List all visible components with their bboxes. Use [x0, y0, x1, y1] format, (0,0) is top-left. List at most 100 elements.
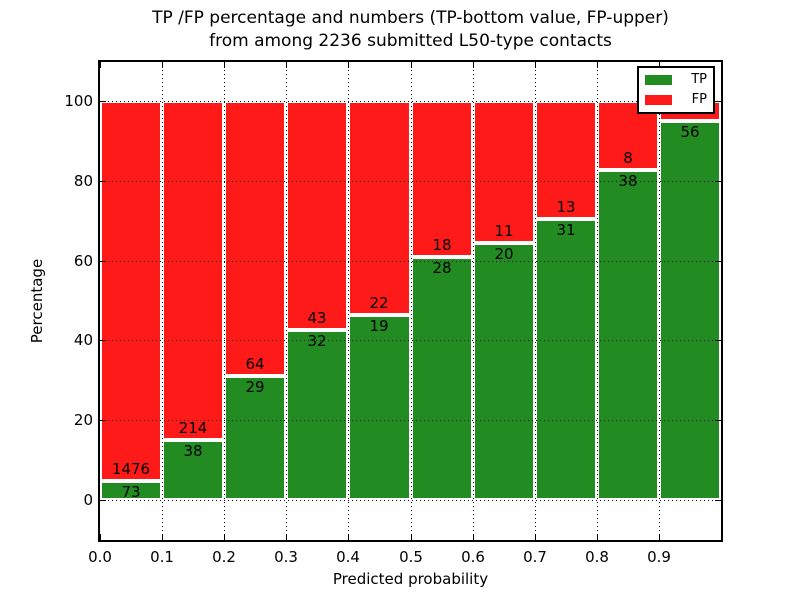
- x-tick-mark: [100, 534, 101, 540]
- legend: TP FP: [637, 66, 715, 114]
- bar-segment-fp: [348, 101, 411, 315]
- x-tick-mark: [473, 62, 474, 68]
- y-tick-label: 60: [73, 252, 93, 270]
- x-tick-mark: [597, 534, 598, 540]
- y-tick-label: 100: [64, 92, 93, 110]
- bar-segment-tp: [162, 440, 224, 500]
- tp-count-label: 73: [121, 483, 141, 501]
- bar-segment-tp: [348, 315, 411, 500]
- x-tick-label: 0.4: [336, 548, 360, 566]
- fp-count-label: 8: [623, 149, 633, 167]
- x-tick-label: 0.7: [523, 548, 547, 566]
- fp-count-label: 18: [432, 236, 452, 254]
- x-tick-mark: [535, 62, 536, 68]
- x-tick-mark: [411, 534, 412, 540]
- fp-count-label: 11: [494, 222, 514, 240]
- fp-count-label: 64: [245, 355, 265, 373]
- y-tick-label: 0: [83, 491, 93, 509]
- x-tick-mark: [473, 534, 474, 540]
- fp-swatch-icon: [645, 95, 672, 105]
- x-tick-label: 0.0: [88, 548, 112, 566]
- bar-segment-tp: [659, 121, 721, 500]
- x-tick-mark: [659, 534, 660, 540]
- horizontal-gridline: [100, 420, 721, 421]
- bar-segment-tp: [100, 481, 162, 500]
- x-tick-mark: [286, 534, 287, 540]
- y-tick-mark: [715, 500, 721, 501]
- y-tick-mark: [100, 181, 106, 182]
- legend-label-fp: FP: [691, 92, 707, 107]
- vertical-gridline: [535, 62, 536, 540]
- tp-count-label: 32: [307, 332, 327, 350]
- horizontal-gridline: [100, 340, 721, 341]
- y-tick-mark: [715, 101, 721, 102]
- x-axis-label: Predicted probability: [332, 570, 489, 588]
- y-tick-label: 20: [73, 411, 93, 429]
- vertical-gridline: [286, 62, 287, 540]
- fp-count-label: 1476: [111, 460, 151, 478]
- y-tick-mark: [100, 420, 106, 421]
- fp-count-label: 214: [178, 419, 208, 437]
- fp-count-label: 22: [369, 294, 389, 312]
- bar-segment-fp: [162, 101, 224, 440]
- x-tick-label: 0.9: [647, 548, 671, 566]
- x-tick-mark: [162, 534, 163, 540]
- x-tick-mark: [224, 62, 225, 68]
- bar-segment-fp: [286, 101, 348, 330]
- fp-count-label: 13: [556, 198, 576, 216]
- vertical-gridline: [473, 62, 474, 540]
- y-tick-mark: [100, 101, 106, 102]
- vertical-gridline: [348, 62, 349, 540]
- plot-area: 73 1476 38 214 29 64 32 43 19 22 28 18 20 11 31 13 38 8 56…: [28, 60, 723, 588]
- y-tick-label: 40: [73, 331, 93, 349]
- x-tick-mark: [100, 62, 101, 68]
- horizontal-gridline: [100, 261, 721, 262]
- tp-count-label: 28: [432, 259, 452, 277]
- x-tick-label: 0.1: [150, 548, 174, 566]
- bar-segment-tp: [224, 376, 286, 500]
- tp-count-label: 20: [494, 245, 514, 263]
- bar-segment-fp: [100, 101, 162, 481]
- x-tick-mark: [535, 534, 536, 540]
- horizontal-gridline: [100, 181, 721, 182]
- bar-segment-tp: [473, 243, 535, 500]
- x-tick-mark: [162, 62, 163, 68]
- bar-segment-fp: [535, 101, 597, 219]
- y-tick-mark: [715, 261, 721, 262]
- x-tick-mark: [286, 62, 287, 68]
- vertical-gridline: [411, 62, 412, 540]
- legend-item-tp: TP: [645, 73, 707, 87]
- tp-count-label: 31: [556, 221, 576, 239]
- y-tick-label: 80: [73, 172, 93, 190]
- x-tick-mark: [411, 62, 412, 68]
- y-tick-mark: [100, 261, 106, 262]
- x-tick-label: 0.5: [399, 548, 423, 566]
- bar-segment-tp: [535, 219, 597, 500]
- tp-swatch-icon: [645, 75, 672, 85]
- tp-count-label: 29: [245, 378, 265, 396]
- legend-item-fp: FP: [645, 93, 707, 107]
- tp-count-label: 38: [618, 172, 638, 190]
- tp-count-label: 38: [183, 442, 203, 460]
- bar-segment-fp: [224, 101, 286, 376]
- x-tick-mark: [597, 62, 598, 68]
- x-tick-label: 0.3: [274, 548, 298, 566]
- x-tick-mark: [348, 62, 349, 68]
- bar-segment-tp: [411, 257, 473, 500]
- x-tick-label: 0.2: [212, 548, 236, 566]
- vertical-gridline: [597, 62, 598, 540]
- y-tick-mark: [100, 500, 106, 501]
- y-tick-mark: [100, 340, 106, 341]
- bar-segment-fp: [411, 101, 473, 257]
- bar-segment-tp: [597, 170, 659, 500]
- tp-count-label: 19: [369, 317, 389, 335]
- vertical-gridline: [659, 62, 660, 540]
- tp-count-label: 56: [680, 123, 700, 141]
- y-tick-mark: [715, 340, 721, 341]
- bar-segment-tp: [286, 330, 348, 500]
- vertical-gridline: [162, 62, 163, 540]
- bar-segment-fp: [473, 101, 535, 243]
- chart-title-line1: TP /FP percentage and numbers (TP-bottom…: [152, 8, 669, 28]
- x-tick-mark: [659, 62, 660, 68]
